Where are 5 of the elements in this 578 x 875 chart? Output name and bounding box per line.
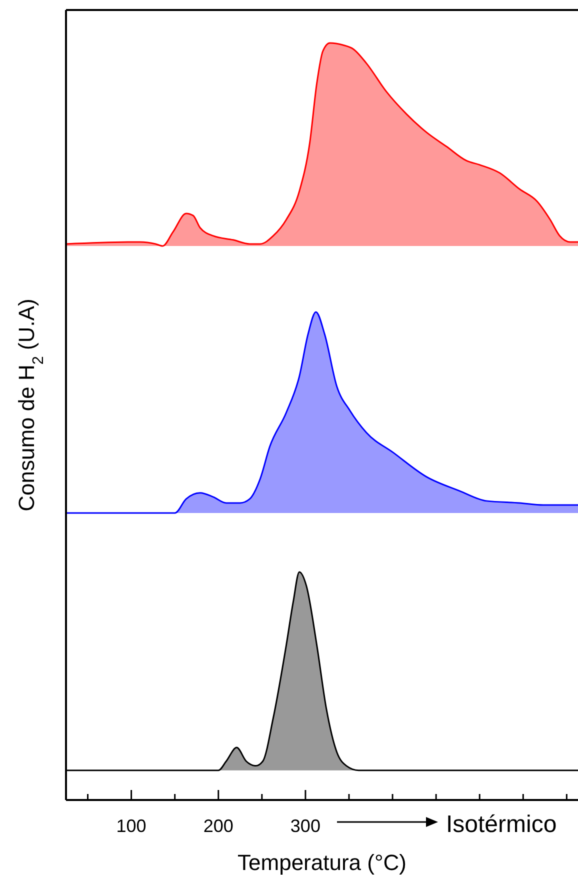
x-tick-label: 200 [203, 816, 234, 836]
text: Isotérmico [446, 811, 557, 838]
x-tick-label: 300 [290, 816, 320, 836]
x-tick-label: 100 [116, 816, 146, 836]
x-axis-title: Temperatura (°C) [238, 850, 406, 875]
